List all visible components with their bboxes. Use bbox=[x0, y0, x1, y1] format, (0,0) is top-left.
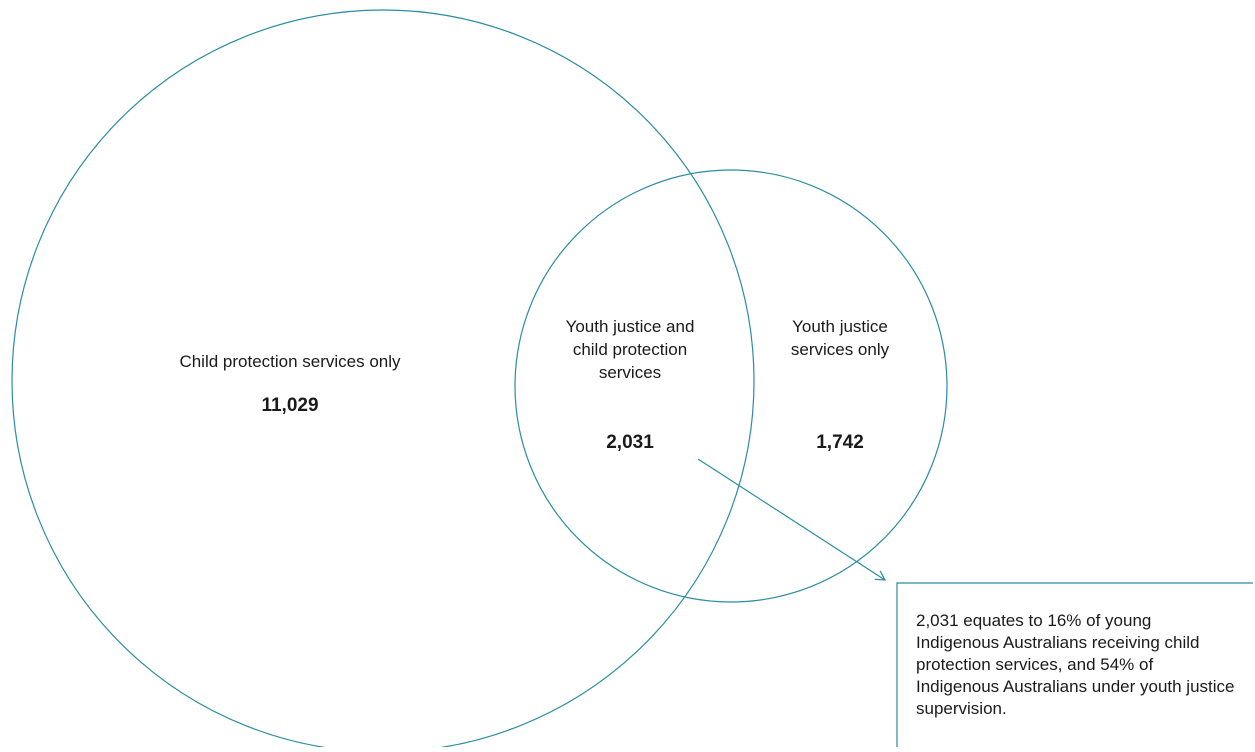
child-protection-only-label: Child protection services only bbox=[179, 352, 401, 371]
child-protection-circle bbox=[11, 9, 755, 752]
child-protection-only-value: 11,029 bbox=[261, 395, 319, 416]
annotation-box-border bbox=[896, 582, 1253, 747]
intersection-label: Youth justice and child protection servi… bbox=[565, 317, 695, 382]
youth-justice-circle bbox=[514, 169, 948, 603]
youth-justice-only-label: Youth justice services only bbox=[790, 317, 890, 359]
youth-justice-only-value: 1,742 bbox=[816, 432, 864, 453]
intersection-value: 2,031 bbox=[606, 432, 654, 453]
annotation-arrow bbox=[697, 458, 887, 581]
annotation-text: 2,031 equates to 16% of young Indigenous… bbox=[916, 611, 1235, 718]
